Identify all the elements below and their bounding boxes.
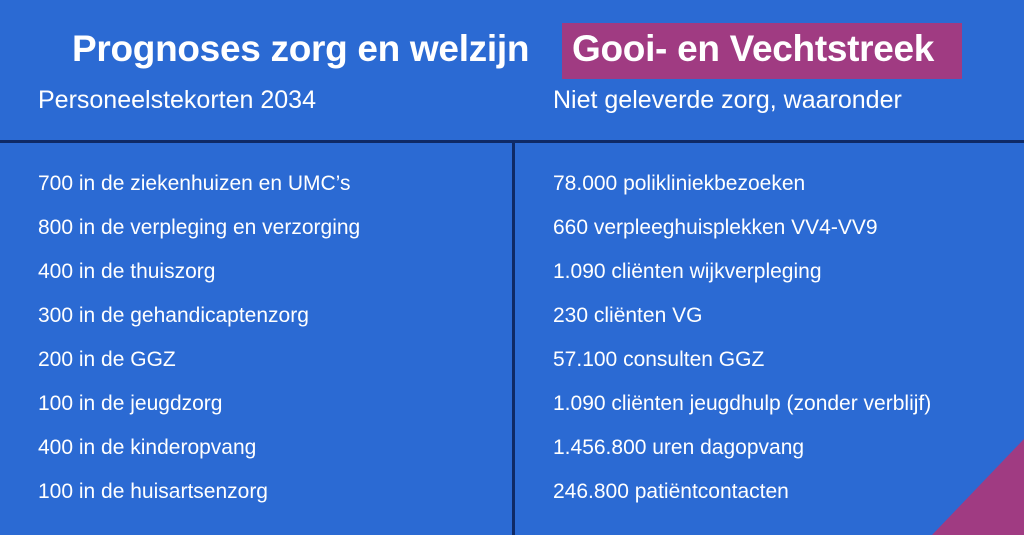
region-name: Gooi- en Vechtstreek <box>572 28 935 69</box>
list-item: 1.090 cliënten jeugdhulp (zonder verblij… <box>553 392 932 415</box>
list-item: 78.000 polikliniekbezoeken <box>553 172 806 195</box>
list-item: 400 in de thuiszorg <box>38 260 216 283</box>
list-item: 200 in de GGZ <box>38 348 176 371</box>
vertical-divider <box>512 142 515 535</box>
staff-shortage-list: 700 in de ziekenhuizen en UMC’s 800 in d… <box>38 170 360 522</box>
list-item: 1.090 cliënten wijkverpleging <box>553 260 822 283</box>
list-item: 300 in de gehandicaptenzorg <box>38 304 309 327</box>
list-item: 230 cliënten VG <box>553 304 703 327</box>
list-item: 400 in de kinderopvang <box>38 436 257 459</box>
left-column-heading: Personeelstekorten 2034 <box>38 86 316 114</box>
undelivered-care-list: 78.000 polikliniekbezoeken 660 verpleegh… <box>553 170 931 522</box>
page-title: Prognoses zorg en welzijn <box>72 28 530 69</box>
title-row: Prognoses zorg en welzijn Gooi- en Vecht… <box>0 23 1024 79</box>
list-item: 100 in de huisartsenzorg <box>38 480 268 503</box>
horizontal-divider <box>0 140 1024 143</box>
right-column-heading: Niet geleverde zorg, waaronder <box>553 86 902 114</box>
list-item: 246.800 patiëntcontacten <box>553 480 789 503</box>
list-item: 800 in de verpleging en verzorging <box>38 216 361 239</box>
list-item: 57.100 consulten GGZ <box>553 348 765 371</box>
list-item: 700 in de ziekenhuizen en UMC’s <box>38 172 351 195</box>
list-item: 1.456.800 uren dagopvang <box>553 436 805 459</box>
list-item: 100 in de jeugdzorg <box>38 392 223 415</box>
list-item: 660 verpleeghuisplekken VV4-VV9 <box>553 216 878 239</box>
decorative-corner-triangle <box>932 439 1024 535</box>
title-highlight-box: Gooi- en Vechtstreek <box>562 23 962 79</box>
